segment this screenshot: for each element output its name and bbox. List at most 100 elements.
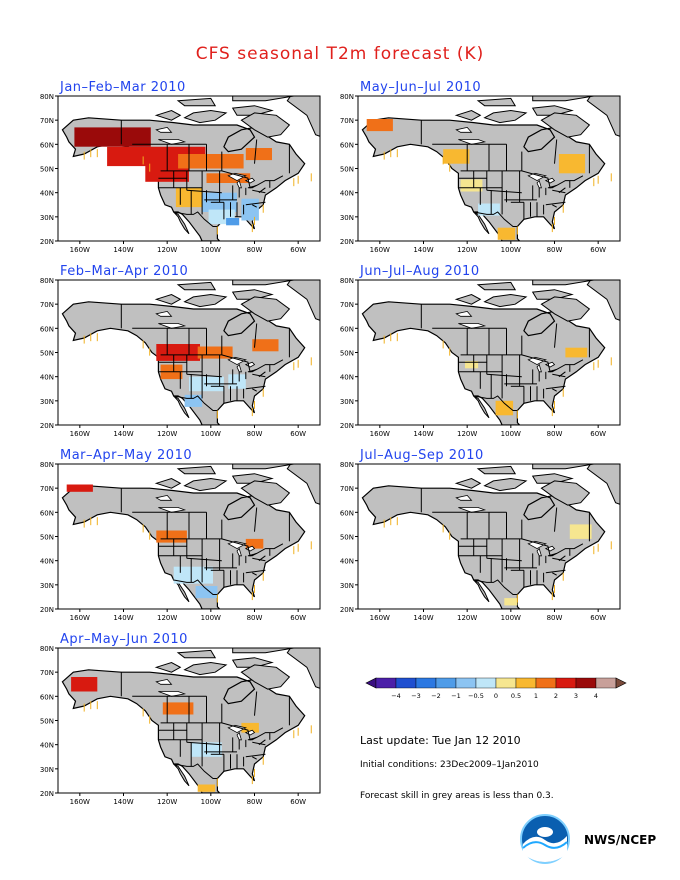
island xyxy=(232,648,294,654)
island xyxy=(240,296,291,322)
lon-label: 160W xyxy=(370,430,390,438)
colorbar-label: 3 xyxy=(574,692,578,700)
lake xyxy=(458,507,487,513)
lat-label: 80N xyxy=(40,645,54,653)
lat-label: 70N xyxy=(340,301,354,309)
political-boundary xyxy=(254,691,258,716)
lat-label: 80N xyxy=(40,277,54,285)
colorbar-arrow-low xyxy=(365,677,377,689)
panel-title: Apr–May–Jun 2010 xyxy=(60,632,188,647)
lat-label: 30N xyxy=(40,214,54,222)
political-boundary xyxy=(186,189,222,194)
political-boundary xyxy=(554,507,558,532)
lake xyxy=(458,323,487,329)
anomaly-cell xyxy=(175,187,203,208)
political-boundary xyxy=(252,204,257,208)
anomaly-cell xyxy=(495,400,514,416)
lon-label: 140W xyxy=(113,430,133,438)
lon-label: 140W xyxy=(113,246,133,254)
island xyxy=(240,112,291,138)
lake xyxy=(227,724,247,734)
lat-label: 30N xyxy=(40,398,54,406)
lon-label: 100W xyxy=(201,430,221,438)
lon-label: 60W xyxy=(590,614,606,622)
lat-label: 20N xyxy=(40,422,54,430)
political-boundary xyxy=(221,170,284,189)
land-mass xyxy=(473,395,490,419)
last-update-text: Last update: Tue Jan 12 2010 xyxy=(360,734,521,747)
island xyxy=(286,280,320,321)
colorbar-swatch xyxy=(475,677,497,689)
colorbar-swatch xyxy=(515,677,537,689)
colorbar-swatch xyxy=(375,677,397,689)
island xyxy=(286,96,320,137)
anomaly-cell xyxy=(71,677,98,692)
political-boundary xyxy=(252,388,257,392)
lake xyxy=(155,678,173,685)
anomaly-cell xyxy=(156,530,187,543)
map-jfm: 80N 70N 60N 50N 40N 30N 20N 160W 140W 120W 100W 80W… xyxy=(40,93,321,254)
island xyxy=(532,280,594,286)
lat-label: 80N xyxy=(340,461,354,469)
political-boundary xyxy=(552,189,566,194)
lon-label: 100W xyxy=(201,614,221,622)
political-boundary xyxy=(252,756,257,760)
lat-label: 60N xyxy=(340,325,354,333)
anomaly-cell xyxy=(565,347,588,358)
lat-label: 50N xyxy=(40,350,54,358)
anomaly-cell xyxy=(366,119,393,132)
island xyxy=(454,109,482,121)
island xyxy=(176,97,217,107)
lat-label: 50N xyxy=(340,166,354,174)
colorbar-label: 2 xyxy=(554,692,558,700)
lon-label: 60W xyxy=(290,614,306,622)
lon-label: 120W xyxy=(457,430,477,438)
lat-label: 70N xyxy=(40,669,54,677)
panel-mjj: May–Jun–Jul 2010 80N 70N 60N 50N 40N 30N 20N 16… xyxy=(334,80,634,254)
anomaly-cell xyxy=(178,154,244,169)
lake xyxy=(158,691,187,697)
political-boundary xyxy=(258,371,266,378)
map-mjj: 80N 70N 60N 50N 40N 30N 20N 160W 140W 120W 100W 80W… xyxy=(340,93,621,254)
land-mass xyxy=(473,211,490,235)
colorbar-label: 0 xyxy=(494,692,498,700)
lake xyxy=(158,323,187,329)
colorbar-swatch xyxy=(435,677,457,689)
anomaly-cell xyxy=(465,361,479,369)
panel-jfm: Jan–Feb–Mar 2010 80N 70N 60N 50N 40N 30N 20N 16… xyxy=(34,80,334,254)
political-boundary xyxy=(552,373,566,378)
island xyxy=(231,105,274,116)
political-boundary xyxy=(252,557,266,562)
colorbar-label: 0.5 xyxy=(511,692,521,700)
panel-title: Jan–Feb–Mar 2010 xyxy=(60,80,186,95)
political-boundary xyxy=(252,741,266,746)
lon-label: 160W xyxy=(70,430,90,438)
colorbar-swatch xyxy=(575,677,597,689)
map-mam: 80N 70N 60N 50N 40N 30N 20N 160W 140W 120W 100W 80W… xyxy=(40,461,321,622)
lon-label: 120W xyxy=(157,430,177,438)
lat-label: 60N xyxy=(40,141,54,149)
anomaly-cell xyxy=(245,538,264,549)
panel-title: May–Jun–Jul 2010 xyxy=(360,80,482,95)
lon-label: 80W xyxy=(247,430,263,438)
lake xyxy=(236,731,242,741)
lon-label: 80W xyxy=(247,798,263,806)
lake xyxy=(227,172,247,182)
land-mass xyxy=(361,485,606,609)
land-mass xyxy=(473,579,490,603)
map-jas: 80N 70N 60N 50N 40N 30N 20N 160W 140W 120W 100W 80W… xyxy=(340,461,621,622)
lat-label: 80N xyxy=(40,461,54,469)
political-boundary xyxy=(554,323,558,348)
lon-label: 140W xyxy=(113,614,133,622)
lon-label: 80W xyxy=(247,246,263,254)
political-boundary xyxy=(254,323,258,348)
lat-label: 20N xyxy=(340,422,354,430)
lat-label: 20N xyxy=(40,606,54,614)
island xyxy=(231,657,274,668)
colorbar: −4 −3 −2 −1 −0.5 0 0.5 1 2 3 4 xyxy=(365,677,627,700)
lake xyxy=(155,126,173,133)
nws-ncep-label: NWS/NCEP xyxy=(584,833,657,847)
lat-label: 50N xyxy=(40,534,54,542)
panel-amj: Apr–May–Jun 2010 80N 70N 60N 50N 40N 30N 20N 16… xyxy=(34,632,334,806)
lat-label: 70N xyxy=(340,117,354,125)
